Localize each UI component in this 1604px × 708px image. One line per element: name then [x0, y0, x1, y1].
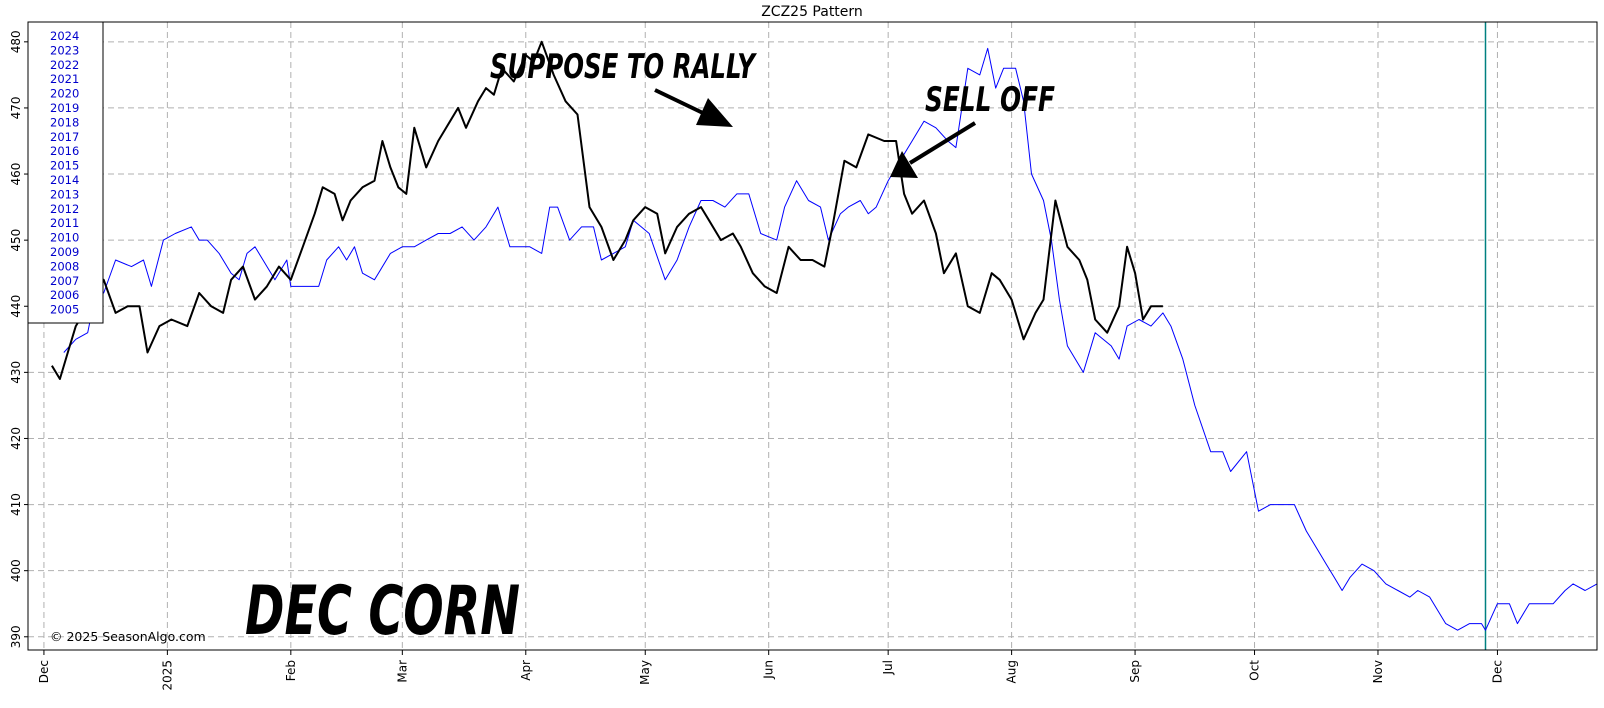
chart-title: ZCZ25 Pattern: [761, 4, 863, 20]
y-tick-label: 410: [9, 493, 23, 516]
legend-item: 2010: [50, 231, 79, 245]
legend-item: 2022: [50, 58, 79, 72]
annotation-dec-corn: DEC CORN: [245, 572, 520, 651]
legend-item: 2019: [50, 101, 79, 115]
legend-item: 2023: [50, 43, 79, 57]
series-group: [51, 40, 1598, 631]
legend-item: 2006: [50, 288, 79, 302]
y-tick-label: 470: [9, 96, 23, 119]
y-tick-label: 400: [9, 559, 23, 582]
legend-item: 2018: [50, 115, 79, 129]
y-tick-label: 460: [9, 163, 23, 186]
y-tick-label: 420: [9, 427, 23, 450]
y-axis: 390 400 410 420 430 440 450 460 470 480: [9, 30, 28, 648]
x-tick-label: Mar: [395, 660, 409, 683]
legend-item: 2021: [50, 72, 79, 86]
price-line: [51, 40, 1163, 380]
x-tick-label: Sep: [1128, 660, 1142, 683]
copyright-text: © 2025 SeasonAlgo.com: [50, 629, 206, 644]
y-tick-label: 480: [9, 30, 23, 53]
x-tick-label: Feb: [284, 660, 298, 681]
arrow-icon: [654, 88, 733, 127]
legend-item: 2007: [50, 274, 79, 288]
pattern-line: [63, 47, 1598, 631]
annotation-suppose-to-rally: SUPPOSE TO RALLY: [490, 47, 757, 87]
legend-item: 2011: [50, 216, 79, 230]
y-tick-label: 450: [9, 229, 23, 252]
x-tick-label: Jun: [762, 660, 776, 680]
legend-box: [27, 21, 104, 324]
y-tick-label: 390: [9, 625, 23, 648]
legend-item: 2005: [50, 303, 79, 317]
x-tick-label: Jul: [881, 660, 895, 675]
legend-item: 2020: [50, 87, 79, 101]
x-tick-label: Oct: [1248, 660, 1262, 681]
legend-item: 2012: [50, 202, 79, 216]
x-tick-label: 2025: [160, 660, 174, 691]
x-tick-label: Dec: [37, 660, 51, 683]
x-axis: Dec 2025 Feb Mar Apr May Jun Jul Aug Sep Oct Nov Dec: [37, 650, 1504, 691]
legend-item: 2017: [50, 130, 79, 144]
y-tick-label: 440: [9, 295, 23, 318]
legend-item: 2009: [50, 245, 79, 259]
x-tick-label: Aug: [1005, 660, 1019, 683]
legend: 2024202320222021202020192018201720162015…: [27, 21, 104, 324]
legend-item: 2024: [50, 29, 79, 43]
x-tick-label: May: [638, 660, 652, 685]
y-tick-label: 430: [9, 361, 23, 384]
legend-item: 2008: [50, 259, 79, 273]
arrow-icon: [890, 121, 977, 178]
plot-frame: [27, 21, 1598, 651]
x-tick-label: Nov: [1371, 660, 1385, 683]
legend-item: 2015: [50, 159, 79, 173]
legend-item: 2014: [50, 173, 79, 187]
x-tick-label: Apr: [519, 660, 533, 681]
legend-item: 2013: [50, 187, 79, 201]
x-tick-label: Dec: [1490, 660, 1504, 683]
annotation-sell-off: SELL OFF: [925, 80, 1055, 120]
legend-item: 2016: [50, 144, 79, 158]
grid: [28, 22, 1597, 650]
